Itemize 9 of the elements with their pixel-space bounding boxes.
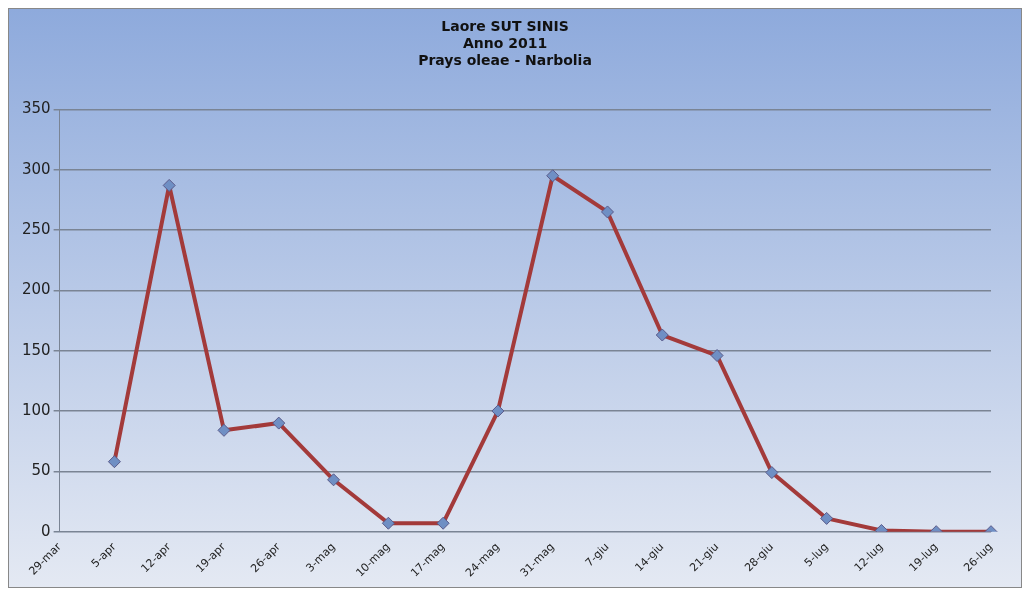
y-tick-label: 300 [21,159,51,178]
y-tick-label: 0 [41,521,51,540]
y-tick-label: 150 [21,340,51,359]
y-tick-label: 100 [21,400,51,419]
chart-title: Laore SUT SINIS Anno 2011 Prays oleae - Narbolia [418,18,592,68]
y-tick-label: 50 [31,461,51,480]
y-tick-label: 350 [21,99,51,118]
y-tick-label: 200 [21,280,51,299]
y-tick-label: 250 [21,219,51,238]
